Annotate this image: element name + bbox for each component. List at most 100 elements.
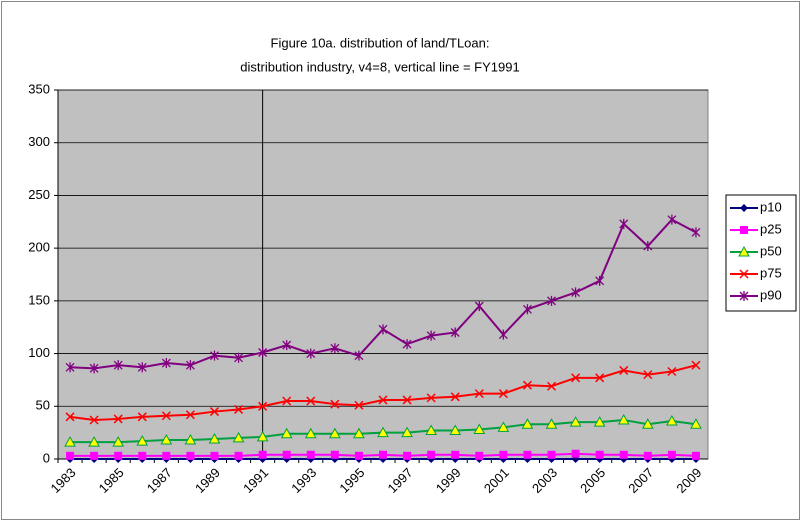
y-tick-label: 150 — [28, 292, 50, 307]
marker — [329, 427, 341, 439]
marker — [113, 414, 123, 424]
legend-label: p10 — [760, 199, 782, 214]
marker — [666, 415, 678, 426]
marker — [210, 350, 219, 361]
marker — [65, 362, 75, 373]
marker — [256, 430, 269, 442]
marker — [208, 432, 221, 444]
marker — [138, 451, 147, 460]
marker — [306, 348, 316, 359]
marker — [234, 404, 244, 414]
marker — [234, 451, 243, 460]
marker — [65, 412, 75, 422]
marker — [474, 389, 484, 399]
marker — [137, 362, 147, 373]
marker — [619, 218, 629, 229]
marker — [184, 433, 197, 445]
marker — [740, 204, 748, 212]
marker — [425, 424, 437, 436]
marker — [354, 400, 364, 410]
marker — [64, 436, 76, 447]
marker — [595, 450, 604, 459]
marker — [595, 373, 605, 383]
marker — [449, 424, 462, 436]
marker — [353, 427, 365, 439]
marker — [136, 435, 149, 446]
marker — [571, 449, 580, 458]
marker — [450, 392, 460, 402]
marker — [547, 450, 556, 459]
y-tick-label: 350 — [28, 81, 50, 96]
marker — [667, 214, 677, 225]
marker — [522, 304, 532, 315]
legend-label: p75 — [760, 265, 782, 280]
marker — [690, 418, 702, 429]
marker — [595, 275, 605, 286]
marker — [617, 413, 630, 425]
marker — [641, 418, 654, 429]
y-tick-label: 200 — [28, 240, 50, 255]
y-tick-label: 0 — [43, 450, 50, 465]
marker — [739, 269, 749, 279]
marker — [401, 426, 413, 438]
marker — [426, 330, 436, 341]
marker — [499, 450, 508, 459]
marker — [473, 423, 486, 434]
marker — [113, 360, 123, 371]
marker — [304, 427, 317, 439]
marker — [185, 360, 195, 371]
marker — [186, 451, 195, 460]
marker — [377, 426, 389, 438]
marker — [280, 427, 293, 439]
marker — [114, 451, 123, 460]
marker — [571, 287, 581, 298]
marker — [402, 395, 412, 405]
marker — [643, 370, 653, 380]
marker — [571, 373, 581, 383]
y-tick-label: 300 — [28, 134, 50, 149]
plot-area — [57, 89, 709, 460]
marker — [282, 450, 291, 459]
marker — [354, 350, 364, 361]
marker — [258, 347, 268, 358]
legend-label: p90 — [760, 287, 782, 302]
marker — [643, 241, 653, 252]
marker — [498, 329, 508, 340]
marker — [497, 421, 510, 432]
marker — [498, 389, 508, 399]
marker — [90, 451, 99, 460]
marker — [112, 436, 125, 447]
y-tick-label: 250 — [28, 187, 50, 202]
marker — [569, 416, 582, 427]
marker — [691, 360, 701, 370]
chart-title: Figure 10a. distribution of land/TLoan: — [271, 35, 490, 50]
marker — [306, 396, 316, 406]
marker — [739, 291, 749, 301]
marker — [330, 450, 339, 459]
marker — [185, 410, 195, 420]
legend-label: p25 — [760, 221, 782, 236]
legend-label: p50 — [760, 243, 782, 258]
marker — [232, 431, 245, 443]
marker — [522, 380, 532, 390]
marker — [162, 451, 171, 460]
marker — [426, 393, 436, 403]
marker — [691, 227, 701, 238]
marker — [402, 339, 412, 350]
marker — [619, 365, 629, 375]
marker — [378, 395, 388, 405]
marker — [667, 450, 676, 459]
marker — [378, 324, 388, 335]
marker — [330, 399, 340, 409]
marker — [547, 295, 556, 306]
marker — [546, 381, 557, 391]
marker — [545, 418, 558, 429]
marker — [89, 363, 99, 374]
marker — [258, 401, 268, 411]
marker — [66, 451, 75, 460]
marker — [523, 450, 532, 459]
y-tick-label: 100 — [28, 345, 50, 360]
marker — [210, 451, 219, 460]
marker — [160, 433, 173, 445]
marker — [137, 412, 147, 422]
